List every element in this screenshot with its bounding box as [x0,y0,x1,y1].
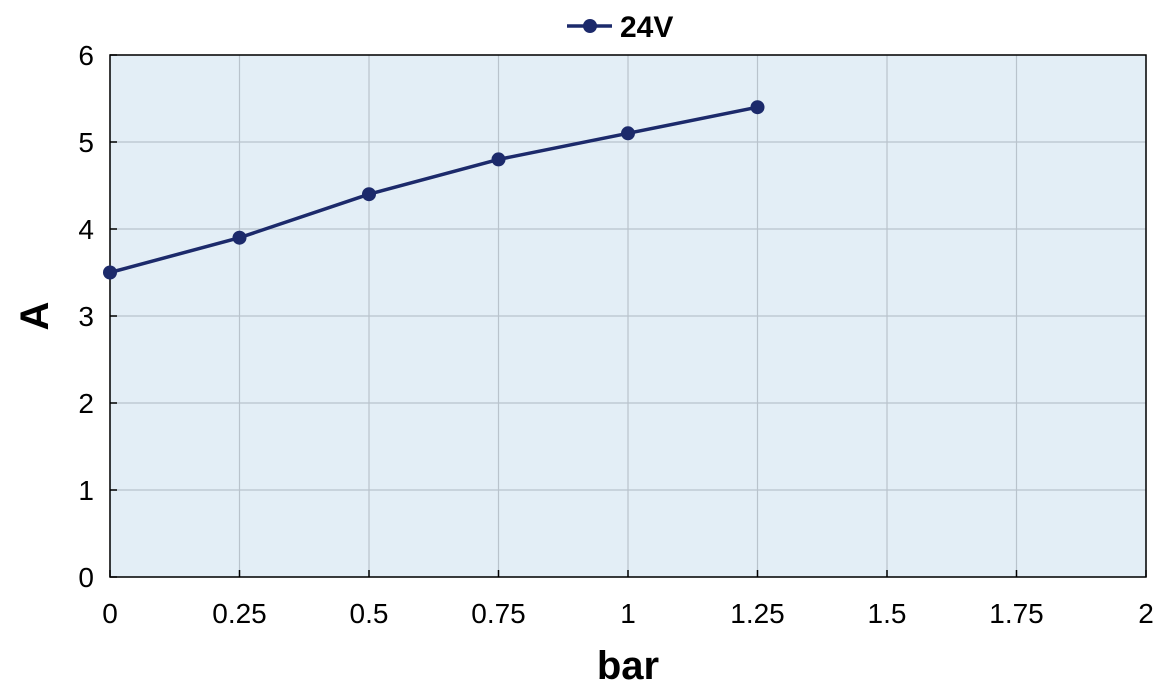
plot-frame [109,54,1147,578]
x-tick-label: 0.25 [212,598,267,629]
x-axis-title: bar [597,644,659,688]
y-axis-title: A [13,302,57,331]
x-tick-label: 0 [102,598,118,629]
x-tick-label: 1.5 [868,598,907,629]
x-tick-label: 1.75 [989,598,1044,629]
data-point [103,265,117,280]
y-tick-label: 3 [78,301,94,332]
data-point [362,187,376,202]
x-tick-label: 1 [620,598,636,629]
legend-point-marker [583,19,597,33]
data-point [621,126,635,141]
y-tick-label: 5 [78,127,94,158]
series-line-24v [109,105,758,275]
y-tick-label: 2 [78,388,94,419]
legend: 24V [567,11,673,44]
x-tick-label: 1.25 [730,598,785,629]
y-tick-label: 4 [78,214,94,245]
y-tick-label: 6 [78,40,94,71]
y-tick-labels: 0 1 2 3 4 5 6 [78,40,94,593]
x-tick-labels: 0 0.25 0.5 0.75 1 1.25 1.5 1.75 2 [102,598,1154,629]
data-point [232,230,247,245]
legend-label: 24V [620,11,673,44]
data-point [491,152,506,167]
axes [109,54,1147,578]
x-tick-label: 2 [1138,598,1154,629]
y-tick-label: 1 [78,475,94,506]
series-layer [103,100,765,280]
y-tick-label: 0 [78,562,94,593]
data-point [750,100,765,115]
x-tick-label: 0.75 [471,598,526,629]
x-tick-label: 0.5 [350,598,389,629]
